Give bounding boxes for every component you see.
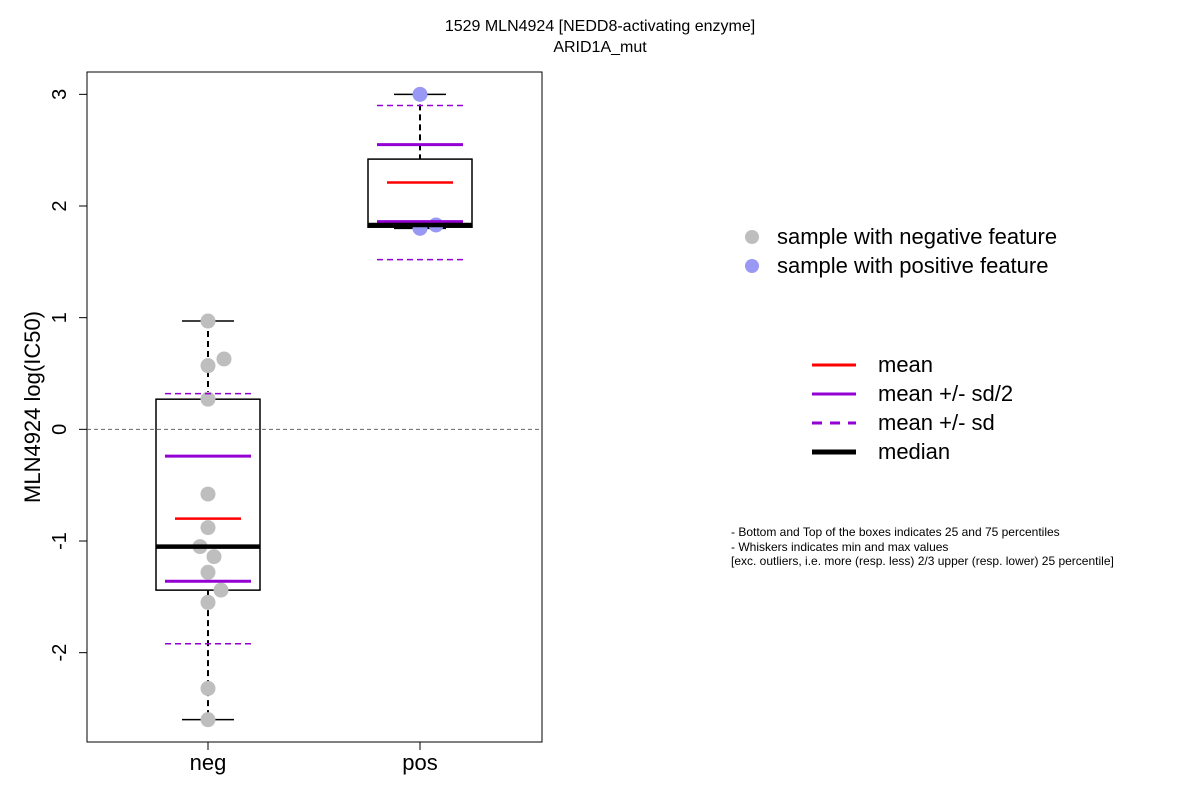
notes-block: - Bottom and Top of the boxes indicates …	[731, 525, 1114, 569]
y-tick-label: -1	[49, 532, 71, 550]
iqr-box	[367, 158, 473, 228]
y-tick-label: 0	[49, 424, 71, 435]
red-line-icon	[812, 363, 856, 366]
legend-label-negative: sample with negative feature	[777, 223, 1058, 249]
data-point	[200, 391, 216, 407]
x-tick-label: pos	[402, 750, 437, 775]
points-legend: sample with negative feature sample with…	[745, 222, 1057, 280]
y-tick-label: 1	[49, 312, 71, 323]
note-line: - Bottom and Top of the boxes indicates …	[731, 525, 1060, 539]
data-point	[200, 313, 216, 329]
blue-dot-icon	[745, 258, 759, 273]
legend-label-positive: sample with positive feature	[777, 252, 1049, 278]
data-point	[200, 486, 216, 502]
y-tick-label: 2	[49, 200, 71, 211]
data-point	[206, 549, 222, 565]
note-line: [exc. outliers, i.e. more (resp. less) 2…	[731, 554, 1114, 568]
plot-frame	[86, 71, 543, 743]
chart-subtitle: ARID1A_mut	[553, 39, 647, 56]
purple-dashed-line-icon	[812, 421, 856, 424]
legend-item-sd-half: mean +/- sd/2	[810, 379, 1013, 408]
legend-item-mean: mean	[810, 350, 1013, 379]
legend-label-sd-half: mean +/- sd/2	[878, 380, 1014, 406]
lines-legend: mean mean +/- sd/2 mean +/- sd median	[810, 350, 1013, 466]
chart-title: 1529 MLN4924 [NEDD8-activating enzyme]	[444, 18, 756, 35]
purple-line-icon	[812, 392, 856, 395]
legend-label-median: median	[878, 438, 951, 464]
legend-label-sd: mean +/- sd	[878, 409, 995, 435]
data-point	[200, 594, 216, 610]
legend-item-negative: sample with negative feature	[745, 222, 1057, 251]
grey-dot-icon	[745, 229, 759, 244]
data-point	[200, 358, 216, 374]
data-point	[200, 520, 216, 536]
y-tick-label: -2	[49, 644, 71, 662]
legend-label-mean: mean	[878, 351, 934, 377]
data-point	[200, 680, 216, 696]
legend-item-positive: sample with positive feature	[745, 251, 1057, 280]
legend-item-sd: mean +/- sd	[810, 408, 1013, 437]
black-thick-line-icon	[812, 449, 856, 454]
data-point	[200, 712, 216, 728]
data-point	[412, 86, 428, 102]
y-tick-label: 3	[49, 89, 71, 100]
y-axis-label: MLN4924 log(IC50)	[20, 311, 45, 503]
data-point	[213, 582, 229, 598]
note-line: - Whiskers indicates min and max values	[731, 539, 949, 554]
data-point	[216, 351, 232, 367]
legend-item-median: median	[810, 437, 1013, 466]
data-point	[200, 564, 216, 580]
x-tick-label: neg	[190, 750, 227, 775]
